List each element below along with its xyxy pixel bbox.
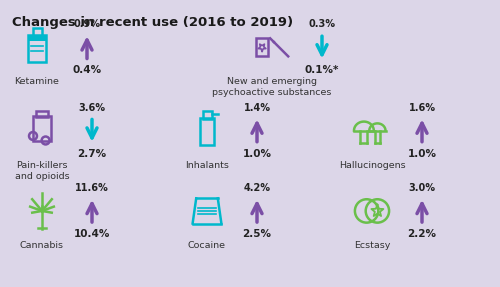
Text: 1.4%: 1.4% — [244, 102, 270, 113]
Bar — [32, 28, 42, 36]
Text: 1.0%: 1.0% — [408, 149, 436, 159]
Text: 10.4%: 10.4% — [74, 229, 110, 239]
Text: Pain-killers
and opioids: Pain-killers and opioids — [14, 161, 70, 181]
Bar — [28, 35, 46, 41]
Text: Ecstasy: Ecstasy — [354, 241, 390, 250]
Bar — [33, 116, 51, 141]
Text: 0.9%: 0.9% — [74, 19, 101, 29]
Text: Cocaine: Cocaine — [188, 241, 226, 250]
Text: 3.0%: 3.0% — [408, 183, 436, 193]
Text: Cannabis: Cannabis — [20, 241, 64, 250]
Text: New and emerging
psychoactive substances: New and emerging psychoactive substances — [212, 77, 332, 98]
Text: 2.2%: 2.2% — [408, 229, 436, 239]
Text: 4.2%: 4.2% — [244, 183, 270, 193]
Bar — [202, 111, 211, 119]
Text: 1.0%: 1.0% — [242, 149, 272, 159]
Text: 3.6%: 3.6% — [78, 102, 106, 113]
Text: 11.6%: 11.6% — [75, 183, 109, 193]
Text: 0.1%*: 0.1%* — [305, 65, 339, 75]
Text: 2.5%: 2.5% — [242, 229, 272, 239]
Text: Hallucinogens: Hallucinogens — [338, 161, 406, 170]
Bar — [28, 35, 46, 62]
Text: 1.6%: 1.6% — [408, 102, 436, 113]
Text: Inhalants: Inhalants — [185, 161, 229, 170]
Text: 0.4%: 0.4% — [72, 65, 102, 75]
Bar — [200, 118, 214, 145]
Bar — [256, 38, 268, 56]
Text: Ketamine: Ketamine — [14, 77, 60, 86]
Text: Changes in recent use (2016 to 2019): Changes in recent use (2016 to 2019) — [12, 16, 293, 29]
Text: 0.3%: 0.3% — [308, 19, 336, 29]
Text: 2.7%: 2.7% — [78, 149, 106, 159]
Bar — [36, 111, 49, 117]
